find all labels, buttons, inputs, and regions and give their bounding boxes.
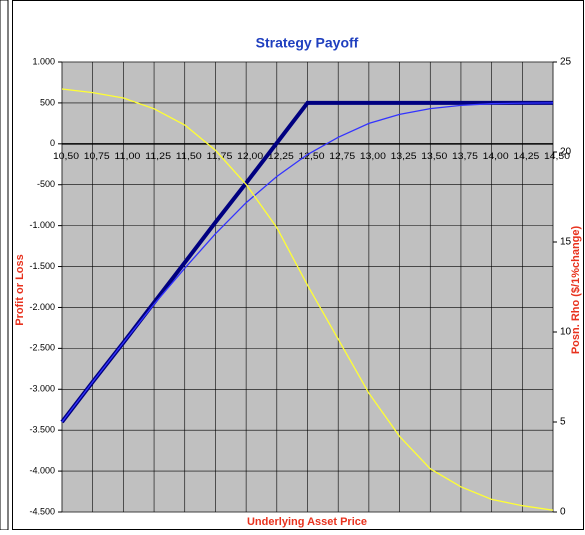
x-tick-label: 11,75 [206,151,232,161]
x-tick-label: 12,75 [329,151,355,161]
x-tick-label: 14,50 [544,151,570,161]
x-tick-label: 11,00 [114,151,140,161]
y-tick-label: -2.500 [29,343,55,353]
x-tick-label: 10,50 [53,151,79,161]
y2-tick-label: 0 [560,507,566,518]
x-tick-label: 10,75 [84,151,110,161]
x-tick-label: 13,00 [360,151,386,161]
y-tick-label: -4.500 [29,506,55,516]
y-tick-label: 500 [40,97,55,107]
y-tick-label: -3.000 [29,384,55,394]
y2-tick-label: 5 [560,417,566,428]
y-axis-title: Profit or Loss [14,254,26,326]
side-frame [0,0,9,531]
chart-title: Strategy Payoff [256,35,359,51]
y-tick-label: -500 [37,179,55,189]
x-tick-label: 12,00 [237,151,263,161]
x-tick-label: 12,25 [268,151,294,161]
x-tick-label: 13,75 [452,151,478,161]
x-tick-label: 14,00 [483,151,509,161]
x-axis-title: Underlying Asset Price [247,516,367,528]
y-tick-label: -1.500 [29,261,55,271]
y-tick-label: -1.000 [29,220,55,230]
series-line [61,88,554,511]
x-tick-label: 11,25 [145,151,171,161]
y2-tick-label: 15 [560,237,572,248]
x-tick-label: 12,50 [299,151,325,161]
y-tick-label: 0 [50,138,55,148]
x-tick-label: 14,25 [513,151,539,161]
y-tick-label: 1.000 [32,56,55,66]
series-line [60,100,553,424]
y2-tick-label: 20 [560,147,572,158]
series-line [61,102,554,423]
x-tick-label: 11,50 [176,151,202,161]
y-tick-label: -2.000 [29,302,55,312]
y-tick-label: -4.000 [29,465,55,475]
y2-tick-label: 25 [560,57,572,68]
y2-tick-label: 10 [560,327,572,338]
x-tick-label: 13,50 [421,151,447,161]
y-tick-label: -3.500 [29,425,55,435]
y2-axis-title: Posn. Rho ($/1%change) [570,225,582,354]
x-tick-label: 13,25 [391,151,417,161]
